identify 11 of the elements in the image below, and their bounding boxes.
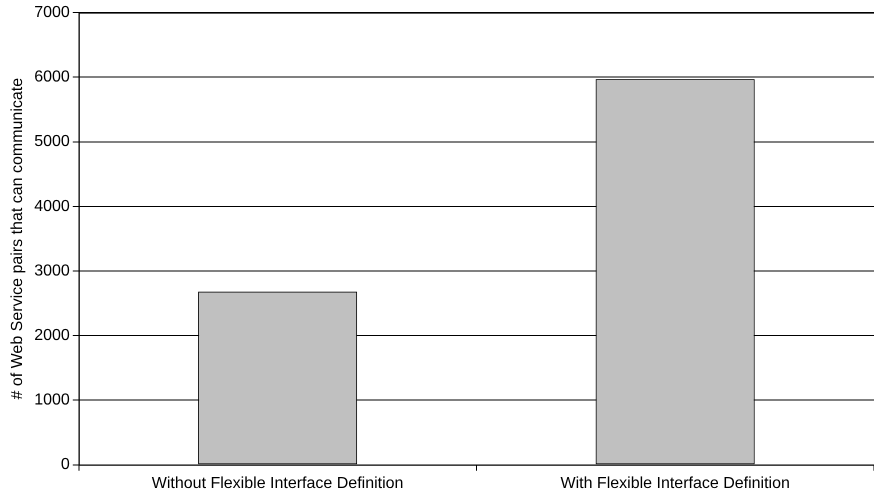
y-tick-label: 4000 — [34, 198, 70, 215]
y-tick-label: 3000 — [34, 262, 70, 280]
y-tick-label: 7000 — [34, 4, 70, 22]
y-tick-label: 2000 — [34, 327, 70, 344]
x-tick-label: With Flexible Interface Definition — [560, 474, 790, 492]
y-tick-label: 0 — [60, 456, 70, 474]
x-tick-label: Without Flexible Interface Definition — [152, 474, 404, 492]
y-tick-label: 6000 — [34, 68, 70, 86]
y-axis-title: # of Web Service pairs that can communicate — [9, 78, 26, 400]
y-tick-label: 1000 — [34, 392, 70, 409]
y-tick-label: 5000 — [34, 133, 70, 150]
